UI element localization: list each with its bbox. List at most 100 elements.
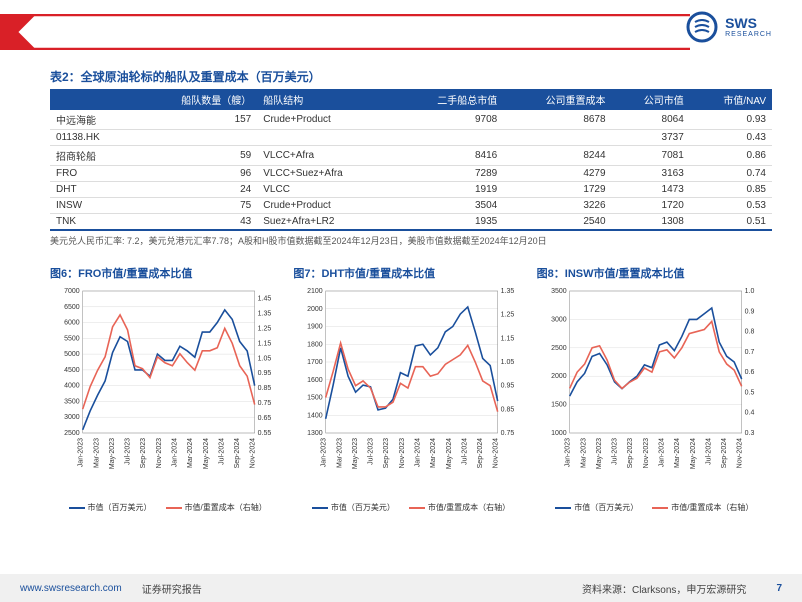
svg-text:Jul-2023: Jul-2023 (611, 438, 618, 465)
legend-label-red: 市值/重置成本（右轴） (671, 502, 753, 513)
main-content: 表2：全球原油轮标的船队及重置成本（百万美元） 船队数量（艘）船队结构二手船总市… (50, 68, 772, 513)
table-cell: 1720 (612, 198, 690, 214)
footer-source: 资料来源：Clarksons，申万宏源研究 (582, 581, 746, 596)
svg-text:1.35: 1.35 (501, 288, 515, 295)
legend-swatch-red (409, 507, 425, 509)
svg-text:5500: 5500 (64, 335, 80, 342)
svg-text:3000: 3000 (64, 414, 80, 421)
footer-report-label: 证券研究报告 (142, 581, 202, 596)
svg-text:1.35: 1.35 (258, 310, 272, 317)
legend-item-blue: 市值（百万美元） (555, 502, 638, 513)
table-header-cell: 二手船总市值 (395, 89, 503, 110)
svg-text:0.6: 0.6 (744, 369, 754, 376)
legend-label-red: 市值/重置成本（右轴） (428, 502, 510, 513)
table-row: 01138.HK37370.43 (50, 130, 772, 146)
charts-row: 图6：FRO市值/重置成本比值 250030003500400045005000… (50, 265, 772, 513)
table-cell: 3226 (503, 198, 611, 214)
svg-text:1500: 1500 (551, 402, 567, 409)
table-cell: 0.43 (690, 130, 772, 146)
table-cell: 0.86 (690, 146, 772, 166)
svg-text:0.4: 0.4 (744, 410, 754, 417)
svg-text:Jan-2024: Jan-2024 (415, 438, 422, 467)
table-cell: 2540 (503, 214, 611, 231)
table-cell: 75 (134, 198, 257, 214)
svg-text:May-2024: May-2024 (203, 438, 210, 469)
header-bar: SWS RESEARCH (0, 0, 802, 60)
svg-text:1900: 1900 (307, 324, 323, 331)
footer-url: www.swsresearch.com (20, 583, 122, 594)
table-cell: 1473 (612, 182, 690, 198)
table-cell: 1935 (395, 214, 503, 231)
chart-legend: 市值（百万美元） 市值/重置成本（右轴） (50, 502, 285, 513)
chart-svg: 1300140015001600170018001900200021000.75… (293, 285, 528, 495)
svg-text:1000: 1000 (551, 430, 567, 437)
svg-text:Nov-2024: Nov-2024 (736, 438, 743, 468)
svg-text:6000: 6000 (64, 320, 80, 327)
table-cell: 1919 (395, 182, 503, 198)
svg-text:2000: 2000 (307, 306, 323, 313)
chart-title: 图7：DHT市值/重置成本比值 (293, 265, 528, 281)
svg-text:May-2023: May-2023 (109, 438, 116, 469)
table-cell: 8416 (395, 146, 503, 166)
table-body: 中远海能157Crude+Product9708867880640.930113… (50, 110, 772, 230)
table-cell: TNK (50, 214, 134, 231)
svg-text:4500: 4500 (64, 367, 80, 374)
svg-text:2500: 2500 (551, 345, 567, 352)
table-cell: VLCC+Afra (257, 146, 395, 166)
legend-swatch-red (652, 507, 668, 509)
table-cell: 96 (134, 166, 257, 182)
svg-text:Nov-2023: Nov-2023 (399, 438, 406, 468)
svg-text:Mar-2024: Mar-2024 (674, 438, 681, 468)
svg-text:Jul-2024: Jul-2024 (705, 438, 712, 465)
footer-page-number: 7 (776, 583, 782, 594)
svg-text:May-2023: May-2023 (352, 438, 359, 469)
svg-text:1.05: 1.05 (501, 359, 515, 366)
legend-item-red: 市值/重置成本（右轴） (409, 502, 510, 513)
table-cell: Crude+Product (257, 198, 395, 214)
svg-text:Jan-2024: Jan-2024 (171, 438, 178, 467)
table-cell: VLCC (257, 182, 395, 198)
svg-text:2100: 2100 (307, 288, 323, 295)
svg-text:0.55: 0.55 (258, 430, 272, 437)
svg-text:1.15: 1.15 (501, 335, 515, 342)
table-cell: 0.51 (690, 214, 772, 231)
svg-text:Mar-2024: Mar-2024 (430, 438, 437, 468)
chart-svg: 1000150020002500300035000.30.40.50.60.70… (537, 285, 772, 495)
table-footnote: 美元兑人民币汇率: 7.2，美元兑港元汇率7.78；A股和H股市值数据截至202… (50, 234, 772, 247)
svg-text:0.75: 0.75 (501, 430, 515, 437)
svg-text:0.85: 0.85 (258, 385, 272, 392)
svg-text:0.95: 0.95 (258, 370, 272, 377)
table-cell: 8678 (503, 110, 611, 130)
table-cell: 0.93 (690, 110, 772, 130)
svg-text:1600: 1600 (307, 377, 323, 384)
svg-text:1800: 1800 (307, 341, 323, 348)
table-cell: 157 (134, 110, 257, 130)
table-cell: 中远海能 (50, 110, 134, 130)
table-header-row: 船队数量（艘）船队结构二手船总市值公司重置成本公司市值市值/NAV (50, 89, 772, 110)
sws-logo: SWS RESEARCH (685, 10, 772, 44)
svg-text:Nov-2024: Nov-2024 (493, 438, 500, 468)
svg-text:3500: 3500 (64, 398, 80, 405)
svg-text:1400: 1400 (307, 412, 323, 419)
chart-panel: 图7：DHT市值/重置成本比值 130014001500160017001800… (293, 265, 528, 513)
legend-swatch-blue (555, 507, 571, 509)
logo-sub-text: RESEARCH (725, 31, 772, 38)
chart-title: 图8：INSW市值/重置成本比值 (537, 265, 772, 281)
svg-text:6500: 6500 (64, 304, 80, 311)
table-cell: 3504 (395, 198, 503, 214)
table-cell: 0.85 (690, 182, 772, 198)
fleet-cost-table: 船队数量（艘）船队结构二手船总市值公司重置成本公司市值市值/NAV 中远海能15… (50, 89, 772, 231)
svg-text:Sep-2023: Sep-2023 (140, 438, 147, 468)
table-header-cell: 船队结构 (257, 89, 395, 110)
table-header-cell: 公司重置成本 (503, 89, 611, 110)
table-cell (503, 130, 611, 146)
table-cell: 4279 (503, 166, 611, 182)
svg-text:0.5: 0.5 (744, 389, 754, 396)
table-cell: 7289 (395, 166, 503, 182)
table-row: 招商轮船59VLCC+Afra8416824470810.86 (50, 146, 772, 166)
svg-text:7000: 7000 (64, 288, 80, 295)
chart-panel: 图6：FRO市值/重置成本比值 250030003500400045005000… (50, 265, 285, 513)
legend-swatch-red (166, 507, 182, 509)
svg-text:Mar-2023: Mar-2023 (337, 438, 344, 468)
header-underline (0, 14, 802, 50)
